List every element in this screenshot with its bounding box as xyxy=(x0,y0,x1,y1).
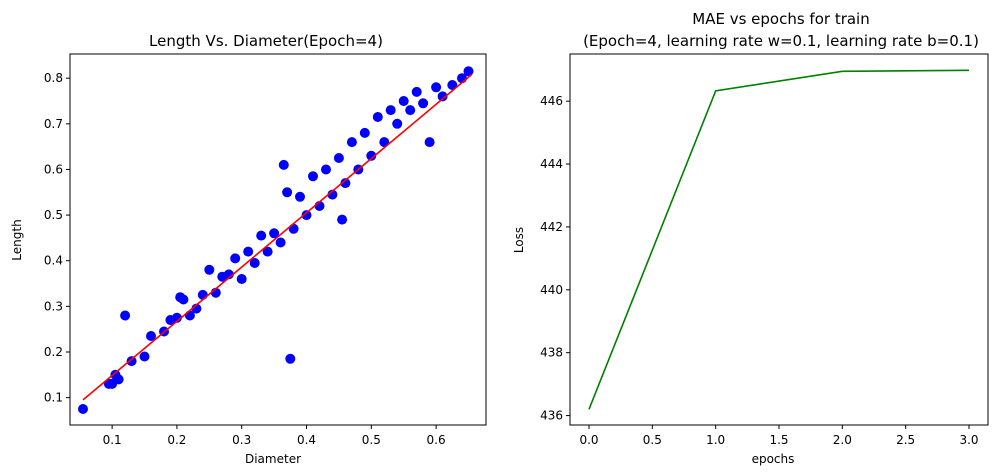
plot-frame xyxy=(569,53,989,426)
data-point xyxy=(411,86,422,97)
y-tick-label: 442 xyxy=(540,220,563,234)
line-chart: MAE vs epochs for train (Epoch=4, learni… xyxy=(512,10,989,466)
y-tick-label: 0.2 xyxy=(44,345,63,359)
y-tick-label: 0.4 xyxy=(44,254,63,268)
x-tick-label: 0.3 xyxy=(232,433,251,447)
data-point xyxy=(249,258,260,268)
data-point xyxy=(333,153,344,163)
x-axis-label: epochs xyxy=(752,452,795,466)
data-point xyxy=(262,246,273,257)
y-axis-label: Length xyxy=(10,219,24,260)
data-point xyxy=(372,112,383,122)
y-tick-label: 444 xyxy=(540,157,563,171)
x-tick-label: 1.5 xyxy=(769,433,788,447)
data-point xyxy=(171,312,182,323)
data-point xyxy=(321,164,331,175)
y-tick-label: 446 xyxy=(540,94,563,108)
data-point xyxy=(359,127,370,138)
x-tick-label: 0.0 xyxy=(579,433,598,447)
data-point xyxy=(139,351,150,362)
x-tick-label: 0.2 xyxy=(167,433,186,447)
chart-title: MAE vs epochs for train xyxy=(692,10,869,28)
data-point xyxy=(447,80,458,90)
data-point xyxy=(282,187,293,198)
x-tick-label: 0.5 xyxy=(362,433,381,447)
data-point xyxy=(437,91,448,102)
data-point xyxy=(256,230,267,241)
axes: 0.1 0.2 0.3 0.4 0.5 0.6 0.1 0.2 0.3 0.4 0.5 0.6 0.7 0… xyxy=(44,53,487,447)
data-point xyxy=(392,118,403,129)
y-tick-label: 0.8 xyxy=(44,71,63,85)
data-point xyxy=(340,178,351,189)
y-tick-label: 0.7 xyxy=(44,117,63,131)
data-point xyxy=(398,96,409,106)
data-point xyxy=(178,294,189,305)
data-point xyxy=(113,374,124,385)
data-point xyxy=(197,289,208,300)
plot-frame xyxy=(69,53,487,426)
data-point xyxy=(418,98,429,109)
x-tick-label: 1.0 xyxy=(706,433,725,447)
data-point xyxy=(275,237,286,248)
y-tick-label: 438 xyxy=(540,346,563,360)
data-point xyxy=(385,105,396,116)
data-point xyxy=(278,159,289,170)
series-line xyxy=(588,69,970,410)
data-point xyxy=(126,356,137,367)
data-point xyxy=(337,214,348,225)
data-point xyxy=(146,331,156,341)
data-point xyxy=(463,66,474,77)
data-point xyxy=(243,246,254,257)
x-tick-label: 0.6 xyxy=(427,433,446,447)
data-point xyxy=(236,274,247,284)
y-tick-label: 440 xyxy=(540,283,563,297)
x-tick-label: 3.0 xyxy=(959,433,978,447)
plot-area xyxy=(588,69,970,410)
x-tick-label: 2.5 xyxy=(896,433,915,447)
y-tick-label: 0.6 xyxy=(44,162,63,176)
series-line xyxy=(82,73,473,401)
scatter-chart: Length Vs. Diameter(Epoch=4) Diameter Le… xyxy=(10,32,487,466)
y-axis-label: Loss xyxy=(512,227,526,253)
data-point xyxy=(327,189,338,200)
x-tick-label: 0.1 xyxy=(103,433,122,447)
data-point xyxy=(223,269,234,280)
data-point xyxy=(424,137,435,148)
data-point xyxy=(78,404,88,414)
axes: 0.0 0.5 1.0 1.5 2.0 2.5 3.0 436 438 440 442 444 446 xyxy=(540,53,989,447)
y-tick-label: 0.3 xyxy=(44,299,63,313)
data-point xyxy=(269,228,280,239)
data-point xyxy=(288,223,299,234)
y-tick-label: 436 xyxy=(540,409,563,423)
data-point xyxy=(230,253,241,264)
x-tick-label: 0.5 xyxy=(643,433,662,447)
data-point xyxy=(346,137,357,148)
data-point xyxy=(431,82,442,93)
plot-area xyxy=(78,66,474,414)
data-point xyxy=(120,310,131,321)
data-point xyxy=(366,150,377,161)
data-point xyxy=(204,264,215,275)
data-point xyxy=(405,105,416,116)
data-point xyxy=(301,210,312,221)
y-tick-label: 0.5 xyxy=(44,208,63,222)
data-point xyxy=(285,353,296,364)
chart-subtitle: (Epoch=4, learning rate w=0.1, learning … xyxy=(583,32,979,50)
x-tick-label: 2.0 xyxy=(833,433,852,447)
y-tick-label: 0.1 xyxy=(44,391,63,405)
chart-title: Length Vs. Diameter(Epoch=4) xyxy=(149,32,383,50)
x-axis-label: Diameter xyxy=(245,452,301,466)
data-point xyxy=(308,171,318,182)
x-tick-label: 0.4 xyxy=(297,433,316,447)
data-point xyxy=(295,191,305,202)
